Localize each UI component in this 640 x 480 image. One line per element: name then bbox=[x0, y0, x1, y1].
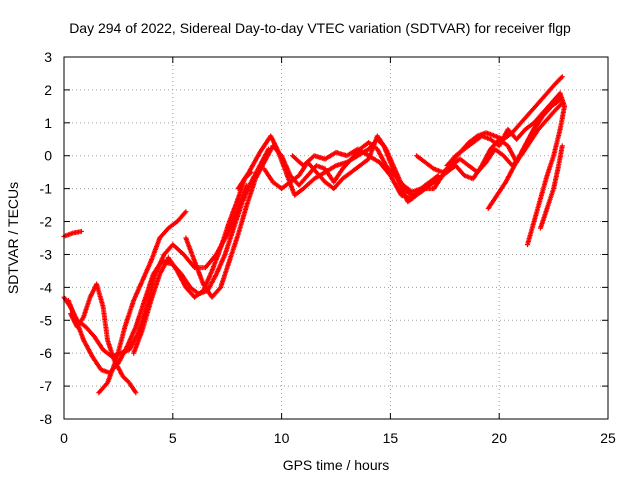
y-tick-label: -8 bbox=[40, 411, 53, 427]
data-track bbox=[131, 169, 254, 356]
y-tick-label: 1 bbox=[44, 115, 52, 131]
data-points bbox=[485, 94, 561, 211]
y-tick-label: -2 bbox=[40, 214, 53, 230]
data-track bbox=[525, 90, 567, 248]
x-axis-label: GPS time / hours bbox=[283, 457, 390, 473]
data-points bbox=[96, 209, 189, 396]
data-points bbox=[525, 90, 567, 248]
data-track bbox=[290, 146, 415, 201]
x-tick-label: 10 bbox=[274, 430, 290, 446]
x-tick-label: 5 bbox=[169, 430, 177, 446]
data-layer bbox=[61, 74, 567, 396]
y-tick-label: -6 bbox=[40, 345, 53, 361]
data-track bbox=[96, 209, 189, 396]
x-tick-label: 15 bbox=[383, 430, 399, 446]
axis-ticks: 0 5 10 15 20 25 -8 -7 -6 -5 -4 -3 -2 -1 0 1 2 3 bbox=[40, 49, 616, 446]
y-tick-label: -7 bbox=[40, 378, 53, 394]
data-track bbox=[538, 143, 565, 231]
y-axis-label: SDTVAR / TECUs bbox=[5, 182, 21, 294]
y-tick-label: 2 bbox=[44, 82, 52, 98]
y-tick-label: -1 bbox=[40, 181, 53, 197]
y-tick-label: 3 bbox=[44, 49, 52, 65]
chart-title: Day 294 of 2022, Sidereal Day-to-day VTE… bbox=[69, 20, 571, 36]
x-tick-label: 0 bbox=[60, 430, 68, 446]
x-tick-label: 20 bbox=[491, 430, 507, 446]
data-track bbox=[485, 94, 561, 211]
grid bbox=[64, 57, 608, 419]
plot-frame bbox=[63, 56, 609, 420]
y-tick-label: -3 bbox=[40, 246, 53, 262]
y-tick-label: -4 bbox=[40, 279, 53, 295]
y-tick-label: -5 bbox=[40, 312, 53, 328]
data-points bbox=[290, 146, 415, 201]
data-points bbox=[538, 143, 565, 231]
data-points bbox=[131, 169, 254, 356]
y-tick-label: 0 bbox=[44, 148, 52, 164]
x-tick-label: 25 bbox=[600, 430, 616, 446]
